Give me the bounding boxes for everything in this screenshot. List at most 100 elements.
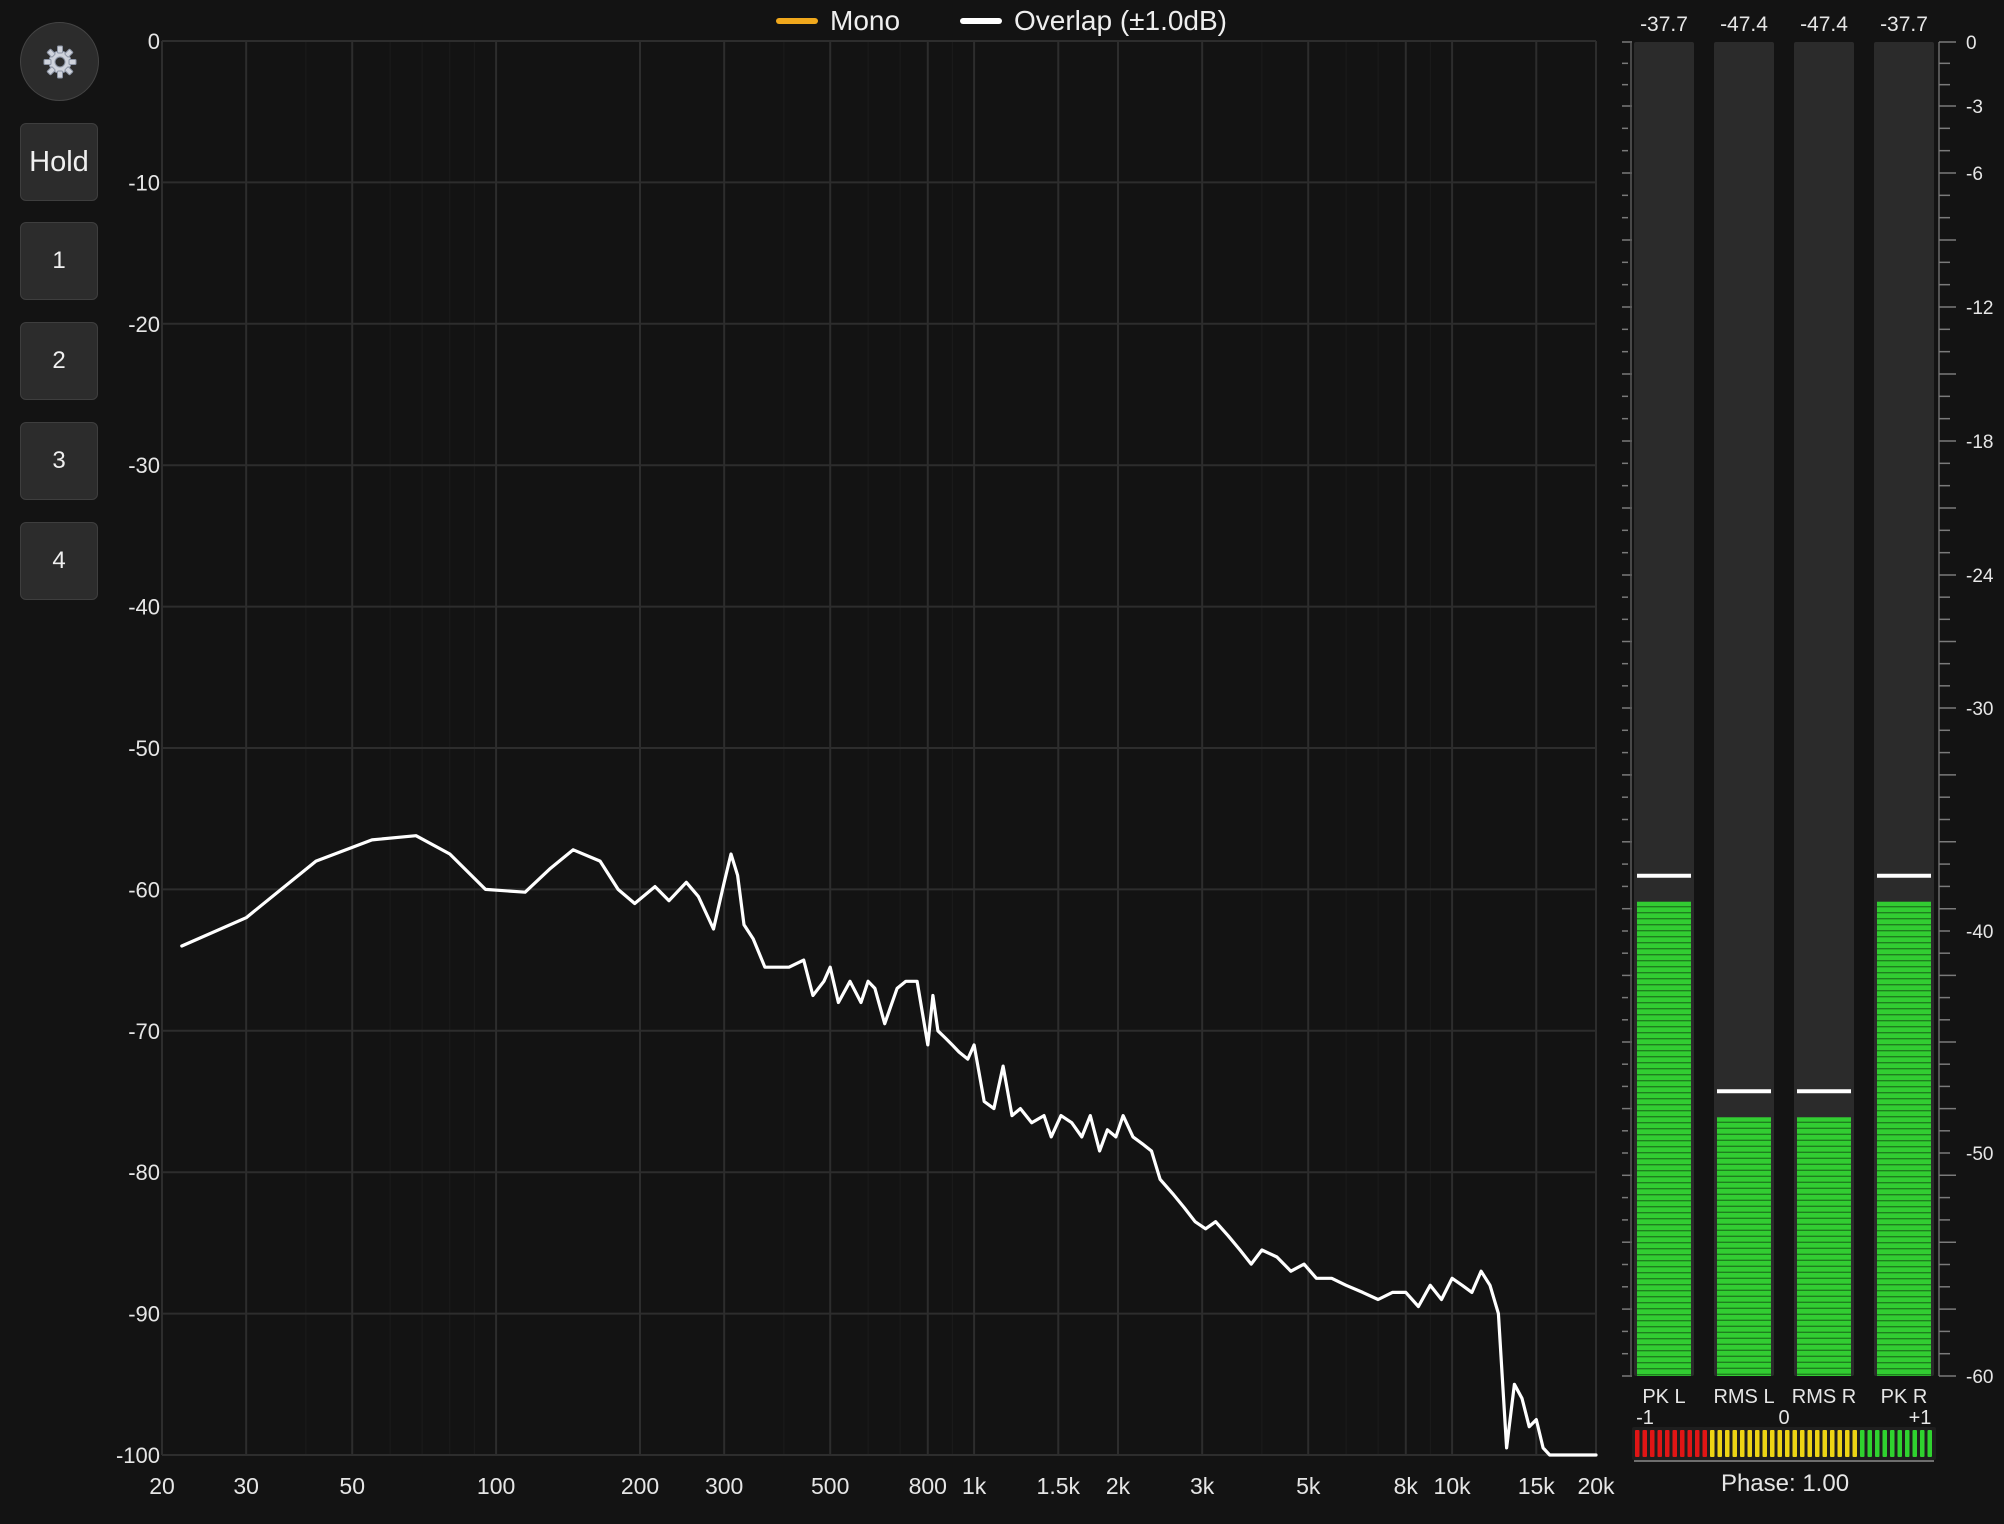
legend-item-overlap[interactable]: Overlap (±1.0dB): [960, 4, 1227, 38]
phase-segment: [1755, 1430, 1760, 1457]
phase-segment: [1882, 1430, 1887, 1457]
phase-segment: [1837, 1430, 1842, 1457]
legend-overlap-label: Overlap (±1.0dB): [1014, 5, 1228, 36]
x-tick-label: 8k: [1394, 1473, 1419, 1499]
slot-4-button[interactable]: 4: [20, 522, 98, 600]
x-tick-label: 30: [233, 1473, 259, 1499]
phase-segment: [1680, 1430, 1685, 1457]
legend-item-mono[interactable]: Mono: [776, 4, 900, 38]
y-tick-label: 0: [148, 29, 160, 54]
settings-button[interactable]: [20, 22, 99, 101]
meter-readout: -37.7: [1880, 13, 1928, 36]
phase-segment: [1717, 1430, 1722, 1457]
x-tick-label: 20: [149, 1473, 175, 1499]
phase-segment: [1815, 1430, 1820, 1457]
x-tick-label: 200: [621, 1473, 659, 1499]
y-tick-label: -50: [128, 736, 160, 761]
phase-segment: [1740, 1430, 1745, 1457]
phase-segment: [1732, 1430, 1737, 1457]
x-tick-label: 20k: [1577, 1473, 1615, 1499]
phase-segment: [1770, 1430, 1775, 1457]
phase-segment: [1905, 1430, 1910, 1457]
y-tick-label: -20: [128, 312, 160, 337]
phase-segment: [1695, 1430, 1700, 1457]
legend-mono-label: Mono: [830, 5, 901, 36]
y-tick-label: -60: [128, 877, 160, 902]
phase-segment: [1747, 1430, 1752, 1457]
x-tick-label: 3k: [1190, 1473, 1215, 1499]
phase-segment: [1912, 1430, 1917, 1457]
x-tick-label: 1k: [962, 1473, 987, 1499]
phase-segment: [1897, 1430, 1902, 1457]
phase-segment: [1672, 1430, 1677, 1457]
meter-channel-label: PK L: [1642, 1386, 1685, 1408]
slot-3-button[interactable]: 3: [20, 422, 98, 500]
y-tick-label: -30: [128, 453, 160, 478]
phase-segment: [1650, 1430, 1655, 1457]
meter-readout: -37.7: [1640, 13, 1688, 36]
slot-1-button[interactable]: 1: [20, 222, 98, 300]
meter-scale-label: -6: [1966, 164, 1983, 185]
phase-segment: [1665, 1430, 1670, 1457]
x-tick-label: 15k: [1518, 1473, 1556, 1499]
y-tick-label: -10: [128, 170, 160, 195]
meter-track: [1714, 42, 1774, 1376]
sidebar: Hold 1 2 3 4: [0, 0, 110, 1524]
phase-segment: [1702, 1430, 1707, 1457]
x-tick-label: 10k: [1434, 1473, 1472, 1499]
meter-scale-label: -50: [1966, 1144, 1993, 1165]
slot-2-button[interactable]: 2: [20, 322, 98, 400]
meter-scale-label: -30: [1966, 699, 1993, 720]
phase-max-label: +1: [1909, 1407, 1932, 1429]
phase-segment: [1807, 1430, 1812, 1457]
phase-segment: [1785, 1430, 1790, 1457]
y-tick-label: -100: [116, 1443, 160, 1468]
meter-scale-label: -18: [1966, 432, 1993, 453]
y-tick-label: -90: [128, 1302, 160, 1327]
mono-swatch: [776, 18, 818, 24]
phase-segment: [1657, 1430, 1662, 1457]
phase-segment: [1920, 1430, 1925, 1457]
phase-segment: [1777, 1430, 1782, 1457]
phase-segment: [1635, 1430, 1640, 1457]
meter-readout: -47.4: [1800, 13, 1848, 36]
y-tick-label: -40: [128, 595, 160, 620]
meter-channel-label: RMS R: [1792, 1386, 1856, 1408]
x-tick-label: 800: [909, 1473, 947, 1499]
spectrum-line-overlap: [180, 834, 1598, 1457]
meter-scale-label: -60: [1966, 1367, 1993, 1388]
x-tick-label: 2k: [1106, 1473, 1131, 1499]
meter-scale-label: -12: [1966, 298, 1993, 319]
gear-icon: [43, 45, 76, 78]
meter-fill: [1797, 1117, 1851, 1376]
meter-scale-label: -3: [1966, 97, 1983, 118]
phase-segment: [1725, 1430, 1730, 1457]
phase-segment: [1710, 1430, 1715, 1457]
phase-min-label: -1: [1636, 1407, 1654, 1429]
phase-segment: [1792, 1430, 1797, 1457]
phase-segment: [1642, 1430, 1647, 1457]
x-tick-label: 1.5k: [1037, 1473, 1081, 1499]
meter-channel-label: RMS L: [1713, 1386, 1774, 1408]
phase-mid-label: 0: [1778, 1407, 1789, 1429]
meter-scale-label: -24: [1966, 566, 1994, 587]
phase-segment: [1867, 1430, 1872, 1457]
x-tick-label: 50: [339, 1473, 365, 1499]
phase-readout: Phase: 1.00: [1720, 1470, 1850, 1497]
meter-scale-label: 0: [1966, 33, 1977, 54]
phase-segment: [1830, 1430, 1835, 1457]
hold-button[interactable]: Hold: [20, 123, 98, 201]
phase-segment: [1687, 1430, 1692, 1457]
meter-track: [1794, 42, 1854, 1376]
meter-channel-label: PK R: [1881, 1386, 1928, 1408]
phase-segment: [1852, 1430, 1857, 1457]
y-tick-label: -80: [128, 1160, 160, 1185]
meter-scale-label: -40: [1966, 922, 1993, 943]
overlap-swatch: [960, 18, 1002, 24]
phase-segment: [1822, 1430, 1827, 1457]
phase-segment: [1762, 1430, 1767, 1457]
x-tick-label: 100: [477, 1473, 515, 1499]
x-tick-label: 5k: [1296, 1473, 1321, 1499]
phase-segment: [1890, 1430, 1895, 1457]
